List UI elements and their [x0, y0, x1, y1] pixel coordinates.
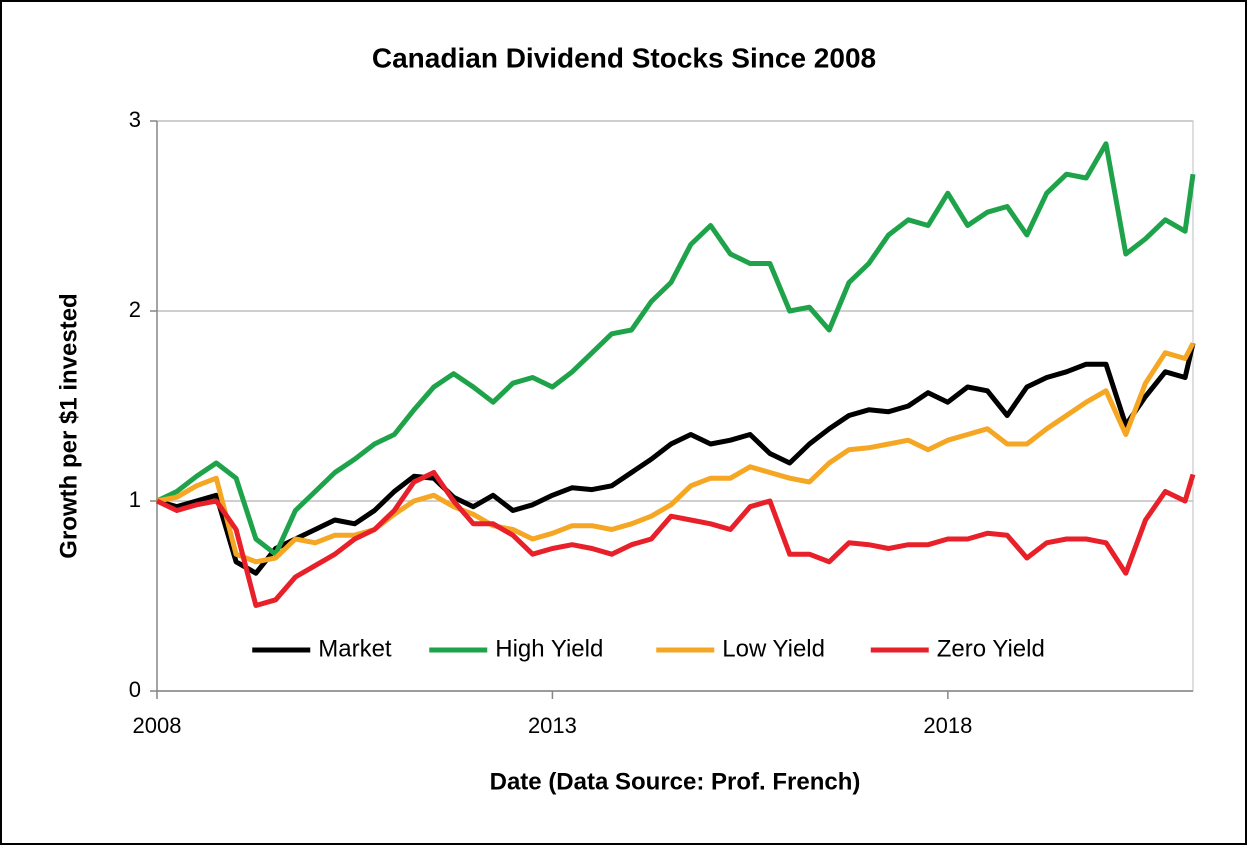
legend-label: Low Yield — [722, 635, 825, 662]
series-line — [156, 342, 1196, 576]
series-line — [155, 470, 1196, 608]
y-tick-label: 0 — [129, 677, 141, 702]
y-axis-title: Growth per $1 invested — [55, 293, 82, 558]
x-tick-label: 2018 — [923, 713, 972, 738]
y-tick-label: 2 — [129, 297, 141, 322]
y-tick-label: 3 — [129, 107, 141, 132]
legend-label: High Yield — [495, 635, 603, 662]
series-line — [155, 141, 1196, 557]
x-axis-title: Date (Data Source: Prof. French) — [490, 768, 861, 795]
x-tick-label: 2013 — [528, 713, 577, 738]
series-line — [156, 342, 1196, 565]
chart-title: Canadian Dividend Stocks Since 2008 — [372, 42, 876, 73]
legend-label: Zero Yield — [937, 635, 1045, 662]
y-tick-label: 1 — [129, 487, 141, 512]
x-tick-label: 2008 — [133, 713, 182, 738]
legend-label: Market — [318, 635, 392, 662]
